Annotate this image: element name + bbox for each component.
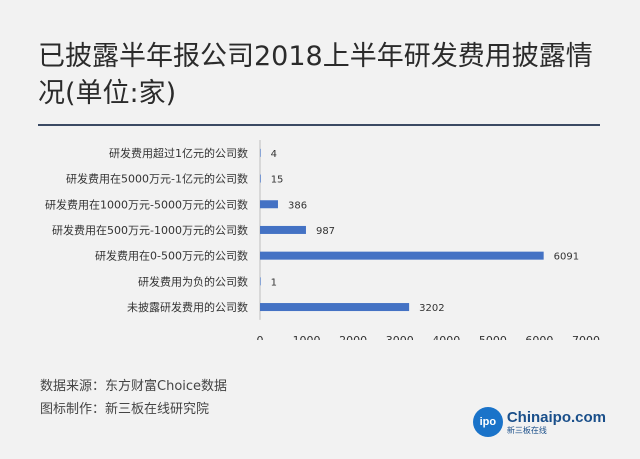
- data-label: 4: [271, 149, 277, 160]
- ipo-badge-icon: ipo: [472, 407, 503, 437]
- bar-chart: 研发费用超过1亿元的公司数 4 研发费用在5000万元-1亿元的公司数 15 研发费用在…: [45, 140, 600, 340]
- data-label: 1: [271, 277, 277, 288]
- data-label: 15: [271, 175, 284, 186]
- bar: [260, 174, 261, 183]
- data-label: 6091: [554, 252, 579, 263]
- x-tick-label: 1000: [293, 334, 321, 340]
- x-tick-label: 3000: [386, 334, 414, 340]
- data-source-note: 数据来源：东方财富Choice数据: [40, 379, 228, 394]
- logo-text: Chinaipo.com: [506, 408, 606, 426]
- title-divider: [38, 124, 600, 126]
- bar: [260, 303, 410, 312]
- bar: [260, 251, 544, 260]
- bar: [260, 225, 306, 234]
- x-tick-label: 2000: [339, 334, 367, 340]
- category-label: 研发费用在0-500万元的公司数: [95, 249, 248, 263]
- data-label: 3202: [419, 303, 444, 314]
- chart-title: 已披露半年报公司2018上半年研发费用披露情况(单位:家): [38, 41, 593, 109]
- logo-subtext: 新三板在线: [506, 425, 547, 435]
- bar: [260, 148, 261, 157]
- x-tick-label: 5000: [479, 334, 507, 340]
- x-tick-label: 0: [257, 334, 264, 340]
- category-label: 研发费用在1000万元-5000万元的公司数: [45, 197, 248, 211]
- category-label: 研发费用为负的公司数: [138, 274, 248, 288]
- category-label: 未披露研发费用的公司数: [127, 300, 248, 314]
- data-label: 987: [316, 226, 335, 237]
- chart-maker-note: 图标制作：新三板在线研究院: [40, 402, 210, 417]
- x-tick-label: 4000: [432, 334, 460, 340]
- bar: [260, 200, 278, 209]
- bar: [260, 277, 261, 286]
- x-tick-label: 7000: [572, 334, 600, 340]
- category-label: 研发费用在5000万元-1亿元的公司数: [66, 172, 248, 186]
- x-tick-label: 6000: [525, 334, 553, 340]
- data-label: 386: [288, 200, 307, 211]
- category-label: 研发费用超过1亿元的公司数: [109, 146, 248, 160]
- category-label: 研发费用在500万元-1000万元的公司数: [52, 223, 248, 237]
- chinaipo-logo: ipo Chinaipo.com 新三板在线: [472, 404, 606, 440]
